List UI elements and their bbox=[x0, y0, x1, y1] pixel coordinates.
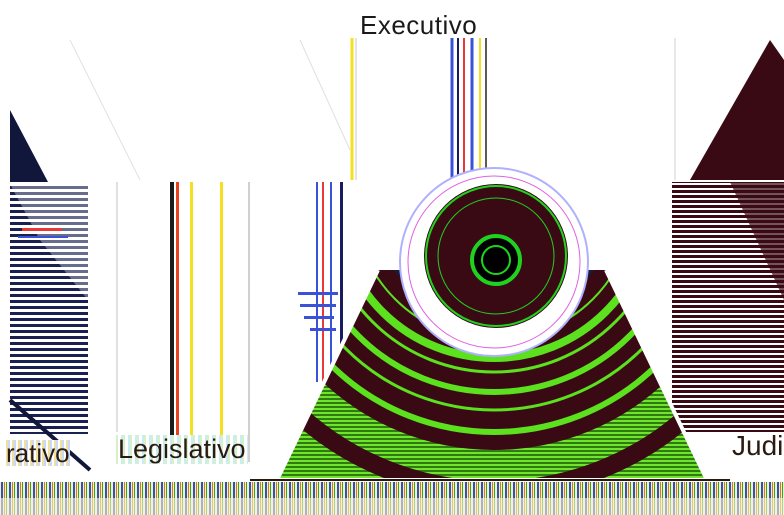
label-left-partial: rativo bbox=[6, 438, 70, 468]
glitch-vertical-lines bbox=[69, 38, 676, 181]
label-legislativo: Legislativo bbox=[116, 434, 248, 464]
right-maroon-triangle bbox=[690, 40, 784, 180]
pixel-noise bbox=[18, 228, 338, 331]
glitch-columns-lower-left bbox=[116, 182, 343, 462]
label-right-partial: Judi bbox=[732, 430, 784, 461]
eye-symbol bbox=[399, 167, 589, 357]
label-executivo: Executivo bbox=[360, 10, 478, 40]
left-navy-corner bbox=[10, 110, 48, 182]
left-navy-stripes bbox=[10, 184, 88, 434]
